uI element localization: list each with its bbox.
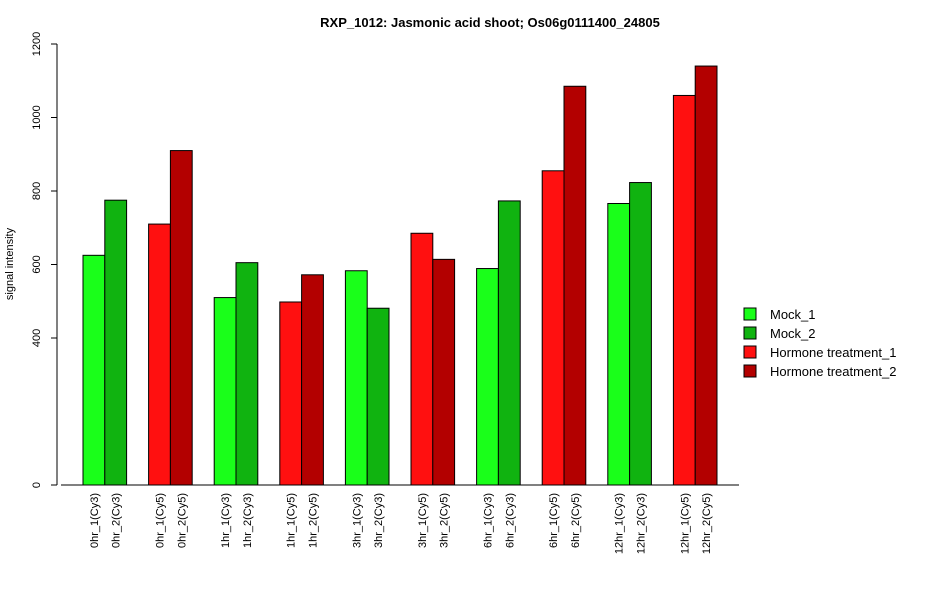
x-tick-label: 0hr_1(Cy3) <box>89 493 101 548</box>
x-tick-label: 1hr_1(Cy3) <box>220 493 232 548</box>
legend-label: Hormone treatment_2 <box>770 364 896 379</box>
bar <box>694 65 718 486</box>
y-tick-label: 600 <box>31 255 43 273</box>
bar <box>235 262 259 486</box>
legend-label: Mock_2 <box>770 326 816 341</box>
bar <box>366 307 390 486</box>
bar <box>104 199 128 486</box>
x-tick-label: 1hr_1(Cy5) <box>286 493 298 548</box>
bar <box>672 94 696 486</box>
x-tick-label: 0hr_2(Cy3) <box>111 493 123 548</box>
y-tick-label: 400 <box>31 329 43 347</box>
bar <box>148 223 171 486</box>
legend-label: Mock_1 <box>770 307 816 322</box>
bar <box>344 270 368 486</box>
bar <box>476 268 499 486</box>
bar <box>279 301 303 486</box>
x-tick-labels: 0hr_1(Cy3) 0hr_2(Cy3) 0hr_1(Cy5) 0hr_2(Cy5)… <box>89 493 713 554</box>
x-tick-label: 3hr_2(Cy3) <box>373 493 385 548</box>
legend-swatch <box>743 345 757 359</box>
x-tick-label: 3hr_2(Cy5) <box>439 493 451 548</box>
x-tick-label: 12hr_2(Cy3) <box>636 493 648 554</box>
x-tick-label: 1hr_2(Cy3) <box>242 493 254 548</box>
x-tick-label: 6hr_2(Cy5) <box>570 493 582 548</box>
chart-title: RXP_1012: Jasmonic acid shoot; Os06g0111… <box>320 15 660 30</box>
bar <box>410 232 434 486</box>
legend-swatch <box>743 326 757 340</box>
x-tick-label: 0hr_2(Cy5) <box>176 493 188 548</box>
x-tick-label: 12hr_1(Cy5) <box>679 493 691 554</box>
y-axis: 0 400 600 800 1000 1200 <box>31 32 58 488</box>
legend-swatch <box>743 307 757 321</box>
x-tick-label: 6hr_2(Cy3) <box>504 493 516 548</box>
x-tick-label: 3hr_1(Cy3) <box>351 493 363 548</box>
bar <box>301 274 324 486</box>
bar <box>563 85 587 486</box>
bar <box>497 200 521 486</box>
bar <box>432 258 456 486</box>
x-tick-label: 3hr_1(Cy5) <box>417 493 429 548</box>
y-tick-label: 1000 <box>31 105 43 129</box>
x-tick-label: 6hr_1(Cy5) <box>548 493 560 548</box>
bar <box>629 182 652 486</box>
bars <box>82 65 718 486</box>
y-tick-label: 800 <box>31 182 43 200</box>
x-tick-label: 12hr_2(Cy5) <box>701 493 713 554</box>
y-tick-label: 0 <box>31 482 43 488</box>
bar <box>541 170 565 486</box>
bar <box>607 202 631 486</box>
y-axis-label: signal intensity <box>4 227 16 300</box>
x-tick-label: 6hr_1(Cy3) <box>483 493 495 548</box>
legend-label: Hormone treatment_1 <box>770 345 896 360</box>
x-tick-label: 12hr_1(Cy3) <box>614 493 626 554</box>
x-tick-label: 0hr_1(Cy5) <box>155 493 167 548</box>
legend: Mock_1 Mock_2 Hormone treatment_1 Hormone t… <box>743 307 896 379</box>
x-tick-label: 1hr_2(Cy5) <box>308 493 320 548</box>
bar <box>213 297 237 486</box>
bar <box>169 150 193 486</box>
y-tick-label: 1200 <box>31 32 43 56</box>
legend-swatch <box>743 364 757 378</box>
bar <box>82 254 106 486</box>
